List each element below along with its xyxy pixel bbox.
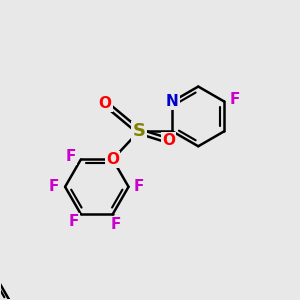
Text: F: F xyxy=(65,149,76,164)
Text: F: F xyxy=(68,214,79,229)
Text: F: F xyxy=(230,92,240,107)
Text: F: F xyxy=(49,179,59,194)
Text: N: N xyxy=(166,94,179,109)
Text: F: F xyxy=(110,217,121,232)
Text: S: S xyxy=(132,122,145,140)
Text: O: O xyxy=(162,133,175,148)
Text: O: O xyxy=(99,96,112,111)
Text: O: O xyxy=(106,152,119,167)
Text: F: F xyxy=(134,179,144,194)
